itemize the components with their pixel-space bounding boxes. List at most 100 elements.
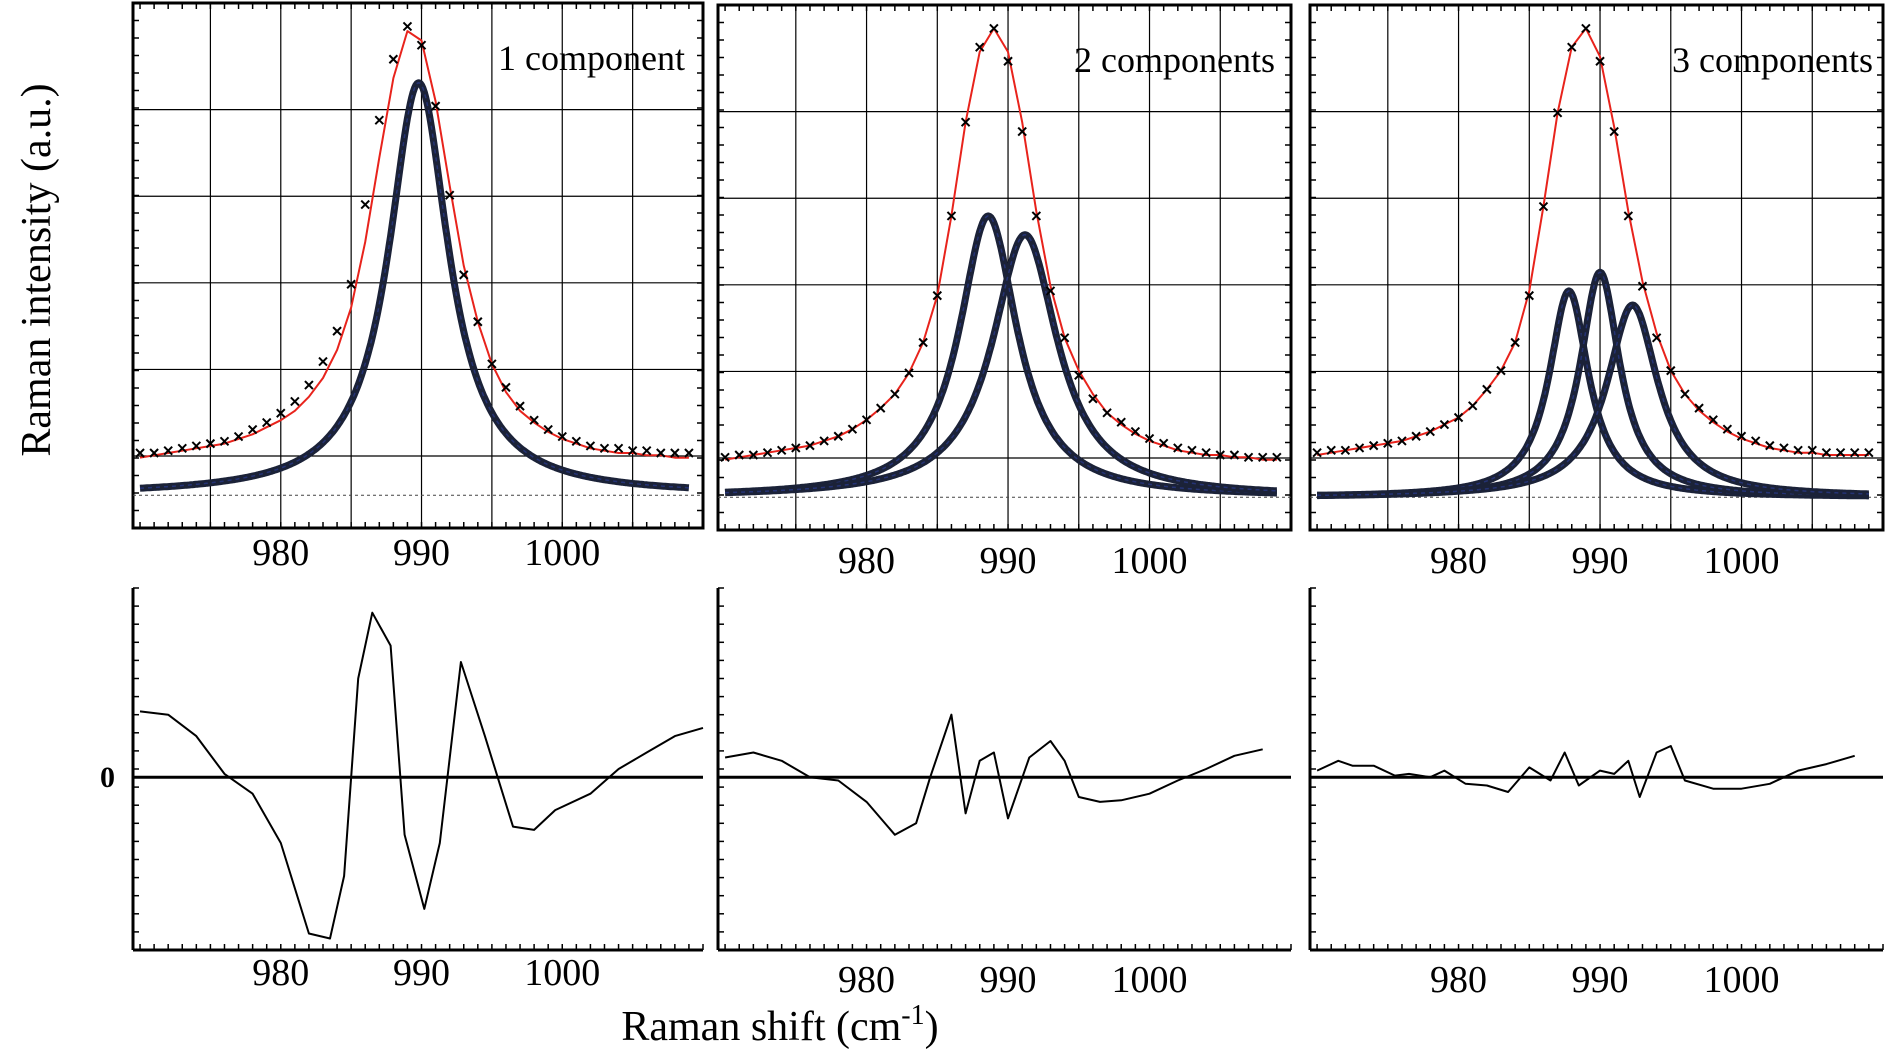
- residual-panel-3: 980 990 1000: [1308, 587, 1884, 1001]
- data-point: [1637, 281, 1648, 291]
- residual-panel-1: 0 980 990 1000: [100, 587, 704, 994]
- data-point: [670, 448, 680, 458]
- data-point: [135, 448, 145, 458]
- data-point: [163, 445, 173, 456]
- component-curve-1-highlight: [139, 81, 689, 489]
- fit-panel-1: 1 component 980 990 1000: [131, 1, 705, 574]
- data-point: [346, 279, 356, 289]
- x-tick-label: 990: [1572, 540, 1629, 582]
- data-point: [557, 431, 567, 442]
- residual-panel-2: 980 990 1000: [716, 587, 1292, 1001]
- data-point: [1439, 419, 1450, 430]
- data-point: [1623, 211, 1634, 221]
- x-tick-label: 990: [393, 952, 450, 994]
- x-axis-title-main: Raman shift (cm: [621, 1004, 901, 1050]
- residual-zero-label: 0: [100, 761, 115, 794]
- data-point: [904, 368, 914, 378]
- data-point: [734, 450, 744, 460]
- data-point: [388, 54, 399, 64]
- data-point: [1467, 401, 1478, 411]
- fit-panel-grid: [133, 3, 703, 528]
- data-point: [599, 443, 610, 454]
- data-point: [1215, 450, 1225, 460]
- data-point: [149, 448, 159, 458]
- data-point: [1243, 452, 1254, 463]
- data-point: [1257, 452, 1268, 463]
- component-curve-3-highlight: [1317, 304, 1869, 497]
- data-point: [946, 211, 957, 221]
- data-point: [918, 337, 928, 348]
- data-point: [1595, 56, 1605, 66]
- data-point: [318, 356, 328, 367]
- data-point: [833, 431, 843, 441]
- x-tick-label: 990: [980, 540, 1037, 582]
- data-point: [847, 424, 858, 434]
- data-markers: [1312, 23, 1874, 458]
- x-tick-label: 1000: [1704, 959, 1780, 1001]
- data-point: [932, 290, 943, 301]
- data-point: [1750, 436, 1761, 446]
- fit-panel-2: 2 components 980 990 1000: [716, 3, 1293, 582]
- x-axis-title-close: ): [925, 1004, 939, 1050]
- residual-line: [1316, 745, 1855, 798]
- data-point: [501, 382, 511, 393]
- x-tick-label: 990: [980, 959, 1037, 1001]
- data-point: [1017, 126, 1027, 137]
- x-tick-label: 980: [1430, 540, 1487, 582]
- data-point: [656, 448, 666, 458]
- data-point: [975, 42, 985, 52]
- fit-panel-frame: [131, 1, 705, 530]
- data-point: [205, 438, 216, 449]
- data-point: [1059, 333, 1070, 343]
- data-point: [1524, 290, 1535, 301]
- x-axis-title: Raman shift (cm-1): [621, 1000, 938, 1050]
- residual-minor-ticks: [133, 587, 704, 951]
- fit-panel-frame: [1308, 3, 1885, 532]
- data-point: [191, 441, 202, 451]
- data-point: [487, 359, 497, 369]
- data-point: [1722, 424, 1733, 434]
- data-point: [1397, 436, 1407, 446]
- fit-envelope-line: [724, 27, 1277, 461]
- data-point: [805, 440, 815, 451]
- data-point: [1835, 447, 1846, 458]
- panel-2: 2 components 980 990 1000 980 990 1000: [716, 3, 1293, 1001]
- data-point: [1229, 450, 1240, 460]
- data-point: [890, 389, 900, 399]
- data-point: [1538, 201, 1549, 212]
- x-tick-label: 980: [252, 532, 309, 574]
- data-point: [960, 117, 971, 127]
- data-point: [1074, 370, 1084, 381]
- x-tick-label: 990: [393, 532, 450, 574]
- y-axis-title: Raman intensity (a.u.): [14, 83, 60, 456]
- data-point: [1425, 426, 1435, 437]
- x-tick-label: 1000: [1112, 540, 1188, 582]
- data-point: [1581, 23, 1591, 34]
- data-point: [1003, 56, 1013, 66]
- data-point: [1173, 443, 1183, 453]
- panel-title: 1 component: [498, 38, 685, 78]
- x-tick-label: 1000: [524, 532, 600, 574]
- component-curve-2-highlight: [725, 233, 1277, 494]
- data-point: [529, 415, 539, 425]
- data-point: [1088, 394, 1098, 404]
- data-point: [1552, 108, 1563, 118]
- data-point: [219, 436, 230, 446]
- data-point: [276, 408, 286, 418]
- data-point: [360, 199, 370, 210]
- data-point: [1312, 447, 1322, 458]
- residual-line: [724, 713, 1263, 836]
- residual-line: [139, 611, 704, 940]
- panel-title: 2 components: [1074, 40, 1275, 80]
- data-point: [1116, 417, 1126, 427]
- data-point: [1708, 415, 1718, 425]
- data-point: [1807, 445, 1817, 456]
- data-point: [444, 190, 455, 200]
- data-point: [819, 436, 829, 446]
- data-point: [1368, 440, 1379, 451]
- data-point: [1821, 447, 1832, 458]
- data-point: [1680, 389, 1690, 399]
- data-point: [233, 431, 244, 442]
- data-point: [776, 445, 787, 456]
